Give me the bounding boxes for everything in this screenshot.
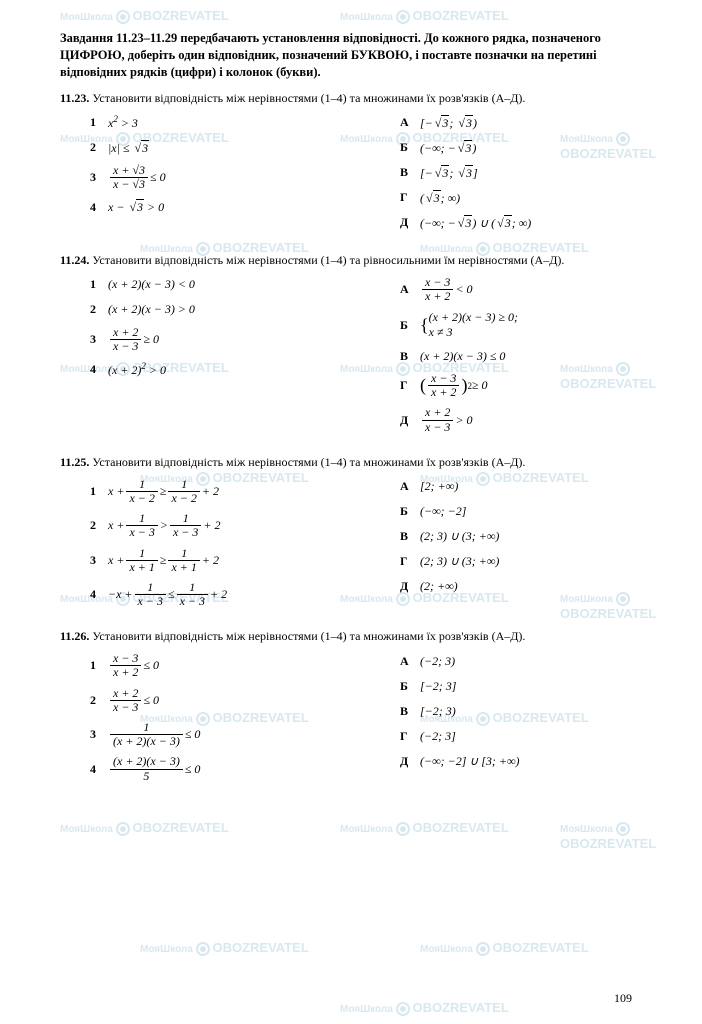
numbered-item: 31(x + 2)(x − 3) ≤ 0 — [90, 721, 380, 748]
right-column: А[−3; 3) Б(−∞; −3) В[−3; 3] Г(3; ∞) Д(−∞; −3… — [400, 114, 652, 239]
letter-item: А[−3; 3) — [400, 114, 652, 132]
task-1124: 11.24. Установити відповідність між нері… — [60, 253, 652, 441]
letter-item: Д(−∞; −2] ∪ [3; +∞) — [400, 752, 652, 770]
numbered-item: 1x − 3x + 2 ≤ 0 — [90, 652, 380, 679]
watermark: МояШкола OBOZREVATEL — [340, 1000, 509, 1016]
page-number: 109 — [614, 991, 632, 1006]
right-column: Аx − 3x + 2 < 0 Б{(x + 2)(x − 3) ≥ 0;x ≠ … — [400, 276, 652, 441]
right-column: А(−2; 3) Б[−2; 3] В[−2; 3) Г(−2; 3] Д(−∞; −2… — [400, 652, 652, 790]
numbered-item: 2|x| ≤ 3 — [90, 139, 380, 157]
letter-item: Г(2; 3) ∪ (3; +∞) — [400, 553, 652, 571]
letter-item: В(2; 3) ∪ (3; +∞) — [400, 528, 652, 546]
left-column: 1x2 > 3 2|x| ≤ 3 3x + √3x − √3 ≤ 0 4x − 3 >… — [60, 114, 380, 239]
left-column: 1(x + 2)(x − 3) < 0 2(x + 2)(x − 3) > 0 3x… — [60, 276, 380, 441]
letter-item: А[2; +∞) — [400, 478, 652, 496]
watermark: МояШкола OBOZREVATEL — [140, 940, 309, 956]
numbered-item: 3x + 1x + 1 ≥ 1x + 1 + 2 — [90, 547, 380, 574]
watermark: МояШкола OBOZREVATEL — [340, 8, 509, 24]
letter-item: Г(−2; 3] — [400, 727, 652, 745]
letter-item: Д(2; +∞) — [400, 578, 652, 596]
numbered-item: 1x2 > 3 — [90, 114, 380, 132]
numbered-item: 3x + 2x − 3 ≥ 0 — [90, 326, 380, 353]
watermark: МояШкола OBOZREVATEL — [340, 820, 509, 836]
numbered-item: 2x + 2x − 3 ≤ 0 — [90, 687, 380, 714]
task-title: 11.26. Установити відповідність між нері… — [60, 629, 652, 644]
watermark: МояШкола OBOZREVATEL — [60, 820, 229, 836]
numbered-item: 4(x + 2)2 > 0 — [90, 360, 380, 378]
numbered-item: 1x + 1x − 2 ≥ 1x − 2 + 2 — [90, 478, 380, 505]
letter-item: Дx + 2x − 3 > 0 — [400, 406, 652, 433]
numbered-item: 3x + √3x − √3 ≤ 0 — [90, 164, 380, 191]
letter-item: В[−3; 3] — [400, 164, 652, 182]
instructions-header: Завдання 11.23–11.29 передбачають устано… — [60, 30, 652, 81]
letter-item: А(−2; 3) — [400, 652, 652, 670]
letter-item: Б{(x + 2)(x − 3) ≥ 0;x ≠ 3 — [400, 310, 652, 340]
task-title: 11.23. Установити відповідність між нері… — [60, 91, 652, 106]
letter-item: В(x + 2)(x − 3) ≤ 0 — [400, 347, 652, 365]
task-title: 11.24. Установити відповідність між нері… — [60, 253, 652, 268]
letter-item: Б(−∞; −2] — [400, 503, 652, 521]
letter-item: Д(−∞; −3) ∪ (3; ∞) — [400, 214, 652, 232]
watermark: МояШкола OBOZREVATEL — [560, 820, 702, 851]
task-title: 11.25. Установити відповідність між нері… — [60, 455, 652, 470]
task-1126: 11.26. Установити відповідність між нері… — [60, 629, 652, 790]
page-content: Завдання 11.23–11.29 передбачають устано… — [60, 30, 652, 790]
letter-item: Б[−2; 3] — [400, 677, 652, 695]
numbered-item: 4x − 3 > 0 — [90, 198, 380, 216]
numbered-item: 2(x + 2)(x − 3) > 0 — [90, 301, 380, 319]
letter-item: Аx − 3x + 2 < 0 — [400, 276, 652, 303]
left-column: 1x + 1x − 2 ≥ 1x − 2 + 2 2x + 1x − 3 > 1x… — [60, 478, 380, 616]
numbered-item: 2x + 1x − 3 > 1x − 3 + 2 — [90, 512, 380, 539]
right-column: А[2; +∞) Б(−∞; −2] В(2; 3) ∪ (3; +∞) Г(2; 3… — [400, 478, 652, 616]
letter-item: Г(x − 3x + 2)2 ≥ 0 — [400, 372, 652, 399]
letter-item: Б(−∞; −3) — [400, 139, 652, 157]
task-1123: 11.23. Установити відповідність між нері… — [60, 91, 652, 239]
numbered-item: 1(x + 2)(x − 3) < 0 — [90, 276, 380, 294]
letter-item: В[−2; 3) — [400, 702, 652, 720]
watermark: МояШкола OBOZREVATEL — [420, 940, 589, 956]
task-1125: 11.25. Установити відповідність між нері… — [60, 455, 652, 616]
watermark: МояШкола OBOZREVATEL — [60, 8, 229, 24]
numbered-item: 4−x + 1x − 3 ≤ 1x − 3 + 2 — [90, 581, 380, 608]
numbered-item: 4(x + 2)(x − 3)5 ≤ 0 — [90, 755, 380, 782]
left-column: 1x − 3x + 2 ≤ 0 2x + 2x − 3 ≤ 0 31(x + 2)(… — [60, 652, 380, 790]
letter-item: Г(3; ∞) — [400, 189, 652, 207]
